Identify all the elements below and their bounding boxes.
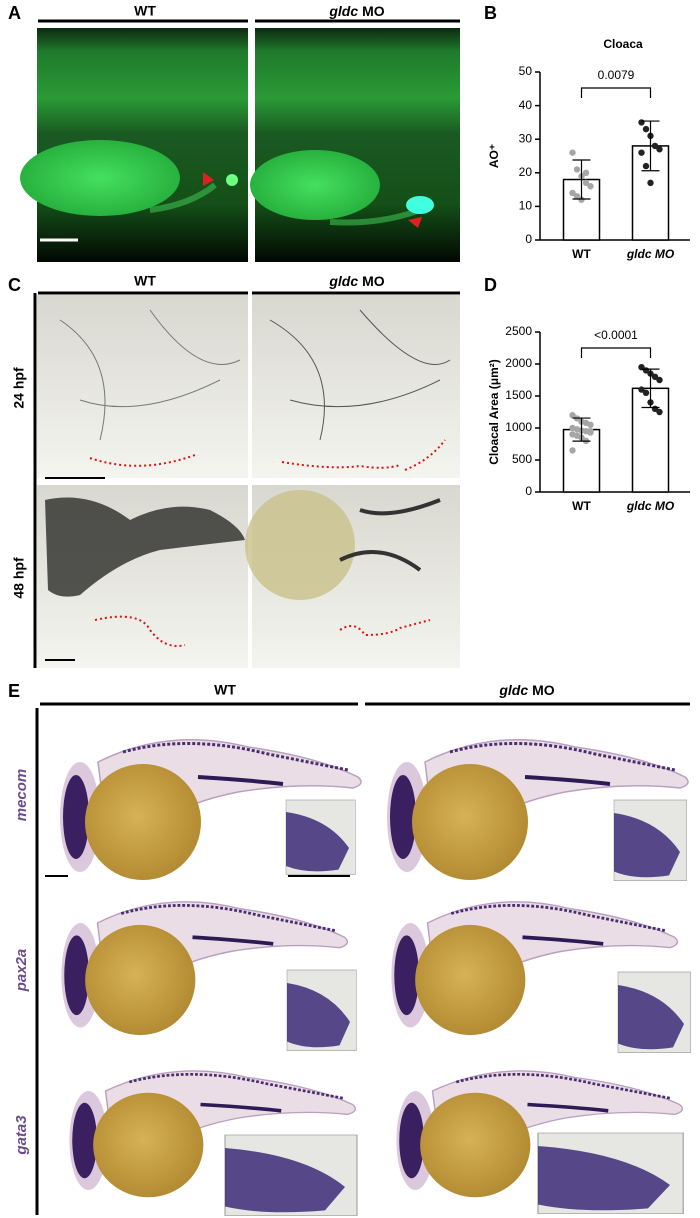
micrograph bbox=[250, 28, 460, 262]
data-point bbox=[587, 183, 594, 190]
y-tick-label: 500 bbox=[512, 452, 532, 466]
y-tick-label: 2000 bbox=[505, 356, 532, 370]
column-header: WT bbox=[134, 3, 156, 19]
y-tick-label: 30 bbox=[519, 131, 533, 145]
inset bbox=[286, 969, 357, 1052]
column-header: gldc MO bbox=[328, 273, 384, 289]
micrograph bbox=[37, 485, 248, 668]
significance-bracket bbox=[580, 347, 652, 358]
data-point bbox=[638, 386, 645, 393]
panel-label: E bbox=[8, 681, 20, 701]
data-point bbox=[656, 408, 663, 416]
significance-bracket bbox=[580, 87, 652, 98]
y-tick-label: 40 bbox=[519, 98, 533, 112]
inset bbox=[617, 971, 692, 1054]
micrograph bbox=[245, 485, 460, 668]
column-header: gldc MO bbox=[328, 3, 384, 19]
data-point bbox=[651, 373, 659, 380]
row-label: pax2a bbox=[13, 949, 30, 993]
x-tick-label: WT bbox=[572, 247, 591, 261]
inset bbox=[224, 1134, 358, 1217]
x-tick-label: WT bbox=[572, 499, 591, 513]
y-tick-label: 10 bbox=[519, 199, 533, 213]
data-point bbox=[647, 179, 654, 187]
data-point bbox=[642, 389, 650, 396]
y-tick-label: 1000 bbox=[505, 420, 532, 434]
micrograph bbox=[252, 295, 460, 478]
x-tick-label: gldc MO bbox=[626, 247, 675, 261]
panel-label: D bbox=[484, 275, 497, 295]
column-header: gldc MO bbox=[498, 682, 554, 698]
data-point bbox=[569, 149, 576, 156]
panel-label: B bbox=[484, 3, 497, 23]
y-tick-label: 0 bbox=[525, 484, 532, 498]
row-label: 48 hpf bbox=[11, 557, 27, 599]
data-point bbox=[569, 189, 576, 197]
data-point bbox=[582, 179, 590, 187]
y-tick-label: 20 bbox=[519, 165, 533, 179]
y-axis-label: Cloacal Area (μm²) bbox=[487, 359, 501, 465]
x-tick-label: gldc MO bbox=[626, 499, 675, 513]
y-axis-label: AO⁺ bbox=[487, 144, 501, 168]
y-tick-label: 1500 bbox=[505, 388, 532, 402]
micrograph bbox=[37, 295, 248, 479]
data-point bbox=[651, 142, 659, 150]
y-tick-label: 0 bbox=[525, 232, 532, 246]
data-point bbox=[582, 169, 590, 176]
row-label: gata3 bbox=[13, 1115, 30, 1156]
panel-label: C bbox=[8, 275, 21, 295]
column-header: WT bbox=[214, 682, 236, 698]
p-value: <0.0001 bbox=[594, 328, 638, 342]
row-label: mecom bbox=[13, 769, 30, 822]
data-point bbox=[638, 149, 645, 156]
row-label: 24 hpf bbox=[11, 367, 27, 409]
inset bbox=[536, 1131, 685, 1215]
data-point bbox=[587, 428, 594, 435]
data-point bbox=[587, 421, 594, 428]
micrograph bbox=[20, 28, 248, 262]
data-point bbox=[638, 119, 645, 126]
data-point bbox=[656, 376, 663, 384]
data-point bbox=[569, 447, 576, 454]
data-point bbox=[573, 166, 581, 173]
column-header: WT bbox=[134, 273, 156, 289]
data-point bbox=[656, 146, 663, 153]
inset bbox=[613, 799, 688, 882]
y-tick-label: 50 bbox=[519, 64, 533, 78]
chart-title: Cloaca bbox=[603, 37, 643, 51]
data-point bbox=[573, 193, 581, 200]
data-point bbox=[578, 196, 585, 203]
data-point bbox=[642, 162, 650, 170]
p-value: 0.0079 bbox=[598, 68, 635, 82]
y-tick-label: 2500 bbox=[505, 324, 532, 338]
data-point bbox=[569, 412, 576, 419]
inset bbox=[285, 799, 356, 876]
panel-label: A bbox=[8, 3, 21, 23]
data-point bbox=[642, 125, 650, 133]
